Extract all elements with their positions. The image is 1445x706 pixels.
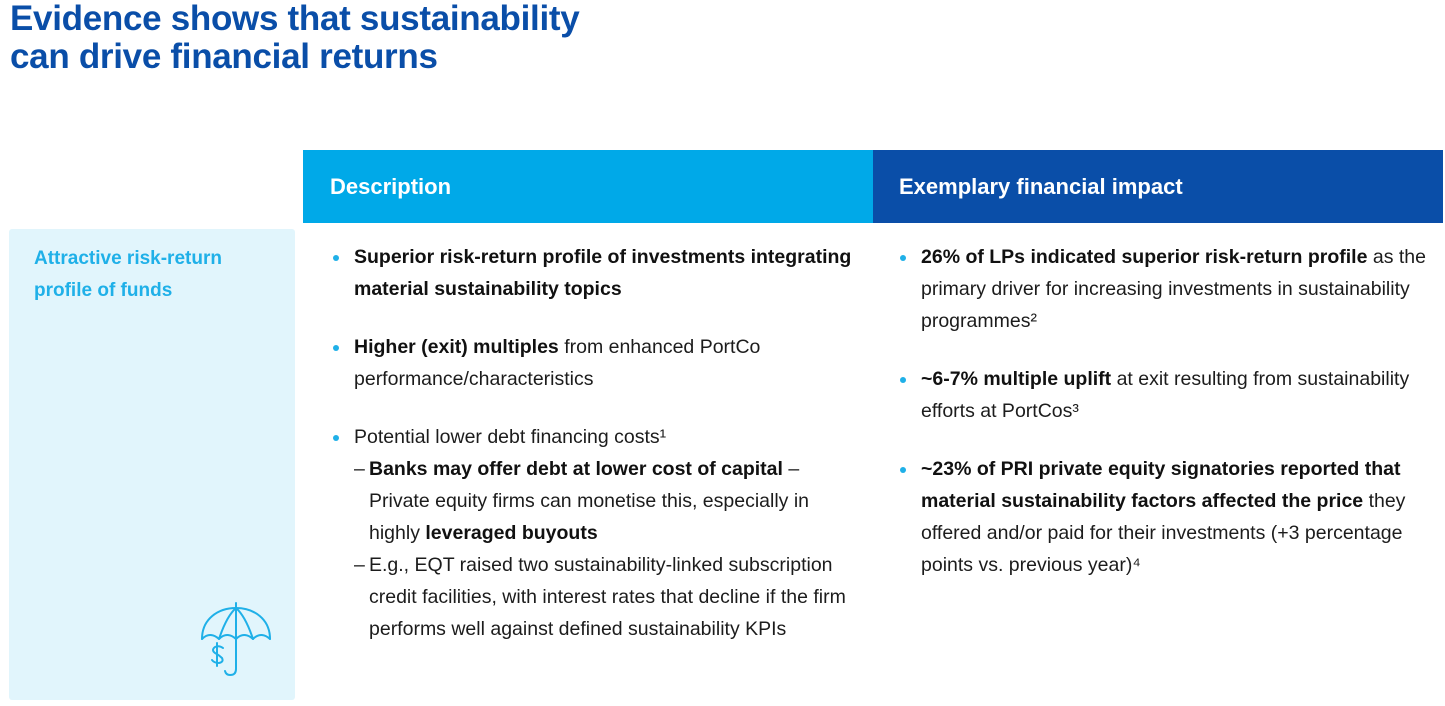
impact-1-bold: 26% of LPs indicated superior risk-retur… [921,246,1368,268]
impact-2-bold: ~6-7% multiple uplift [921,368,1112,390]
sub-bullet-dash: – [354,554,365,576]
bullet-1-bold: Superior risk-return profile of investme… [354,246,852,300]
sub-bullet-1-bold: Banks may offer debt at lower cost of ca… [369,458,783,480]
financial-impact-column: 26% of LPs indicated superior risk-retur… [897,241,1437,581]
row-label: Attractive risk-return profile of funds [34,248,222,301]
impact-2-text: at exit resulting from sustainability ef… [921,368,1410,422]
description-sub-bullet-2: – E.g., EQT raised two sustainability-li… [330,549,860,645]
impact-3-text: they offered and/or paid for their inves… [921,490,1406,576]
description-sub-bullet-1: – Banks may offer debt at lower cost of … [330,453,860,549]
description-bullet-3: Potential lower debt financing costs¹ [330,421,860,453]
sub-bullet-2-text: E.g., EQT raised two sustainability-link… [369,554,846,640]
page-title: Evidence shows that sustainability can d… [10,0,580,76]
description-header: Description [303,150,873,223]
bullet-dot [333,345,339,351]
bullet-dot [900,467,906,473]
sub-bullet-1-bold-2: leveraged buyouts [425,522,598,544]
impact-bullet-3: ~23% of PRI private equity signatories r… [897,453,1437,581]
title-line-2: can drive financial returns [10,37,438,76]
bullet-2-bold: Higher (exit) multiples [354,336,559,358]
sub-bullet-1-text: – Private equity firms can monetise this… [369,458,810,544]
description-bullet-1: Superior risk-return profile of investme… [330,241,860,305]
bullet-3-text: Potential lower debt financing costs¹ [354,426,667,448]
description-bullet-2: Higher (exit) multiples from enhanced Po… [330,331,860,395]
description-column: Superior risk-return profile of investme… [330,241,860,645]
bullet-dot [900,377,906,383]
impact-3-bold: ~23% of PRI private equity signatories r… [921,458,1401,512]
umbrella-dollar-icon [201,602,271,676]
title-line-1: Evidence shows that sustainability [10,0,580,38]
financial-impact-header: Exemplary financial impact [873,150,1443,223]
bullet-2-text: from enhanced PortCo performance/charact… [354,336,761,390]
impact-bullet-1: 26% of LPs indicated superior risk-retur… [897,241,1437,337]
bullet-dot [333,255,339,261]
bullet-dot [333,435,339,441]
bullet-dot [900,255,906,261]
sub-bullet-dash: – [354,458,365,480]
row-label-panel: Attractive risk-return profile of funds [9,229,295,700]
impact-1-text: as the primary driver for increasing inv… [921,246,1426,332]
impact-bullet-2: ~6-7% multiple uplift at exit resulting … [897,363,1437,427]
